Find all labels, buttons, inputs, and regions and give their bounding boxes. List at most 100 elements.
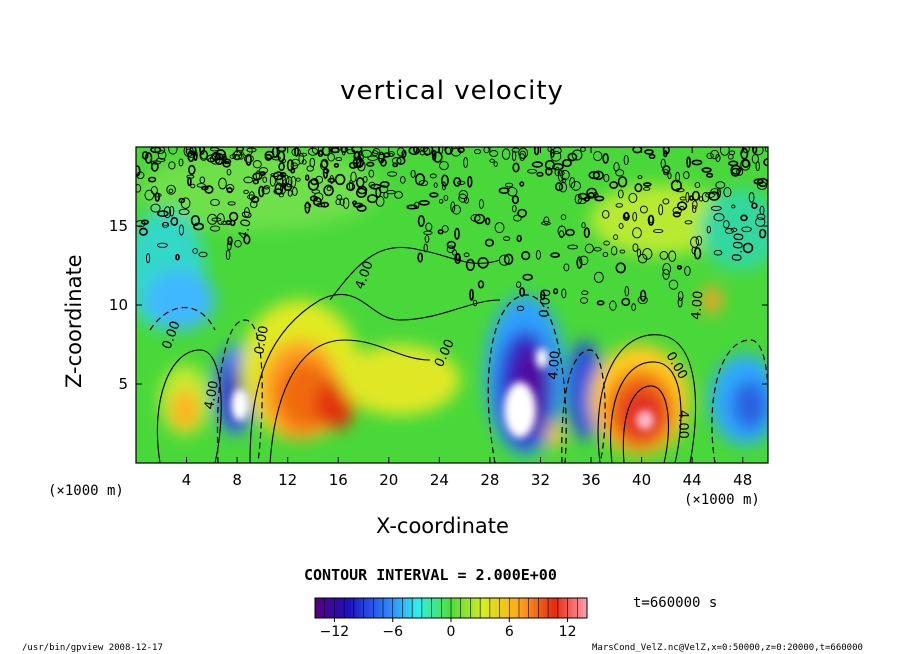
speckle-contour	[751, 202, 758, 209]
speckle-contour	[639, 289, 647, 302]
speckle-contour	[458, 193, 468, 203]
speckle-contour	[631, 303, 636, 311]
speckle-contour	[375, 186, 382, 198]
speckle-contour	[610, 246, 618, 256]
contour-speckle	[136, 147, 768, 312]
speckle-contour	[755, 217, 766, 227]
speckle-contour	[233, 153, 240, 160]
speckle-contour	[581, 222, 586, 229]
speckle-contour	[503, 253, 514, 265]
speckle-contour	[535, 249, 541, 260]
speckle-contour	[602, 251, 609, 258]
colorbar-tick-label-2: 0	[447, 624, 456, 640]
speckle-contour	[653, 228, 664, 234]
speckle-contour	[596, 300, 605, 306]
speckle-contour	[234, 239, 242, 248]
speckle-contour	[684, 220, 693, 225]
speckle-contour	[643, 186, 651, 191]
speckle-contour	[692, 205, 697, 214]
x-tick-label-8: 36	[581, 471, 600, 489]
speckle-contour	[154, 147, 166, 155]
speckle-contour	[321, 147, 331, 157]
speckle-contour	[531, 161, 544, 168]
speckle-contour	[348, 161, 358, 169]
speckle-contour	[588, 170, 601, 180]
x-tick-label-9: 40	[632, 471, 651, 489]
speckle-contour	[728, 160, 739, 167]
y-tick-label-2: 15	[109, 217, 128, 235]
speckle-contour	[493, 161, 498, 167]
speckle-contour	[592, 170, 605, 181]
speckle-contour	[291, 147, 301, 157]
speckle-contour	[140, 219, 149, 225]
speckle-contour	[313, 192, 324, 202]
speckle-contour	[565, 228, 575, 237]
speckle-contour	[252, 172, 263, 181]
speckle-contour	[688, 195, 694, 201]
speckle-contour	[624, 286, 630, 297]
speckle-contour	[290, 175, 297, 188]
speckle-contour	[483, 147, 490, 154]
speckle-contour	[679, 206, 685, 211]
speckle-contour	[312, 196, 322, 207]
speckle-contour	[684, 265, 691, 276]
speckle-contour	[662, 268, 670, 280]
speckle-contour	[262, 176, 268, 183]
speckle-contour	[178, 208, 190, 216]
speckle-contour	[307, 178, 320, 191]
speckle-contour	[577, 192, 589, 200]
speckle-contour	[713, 213, 725, 222]
speckle-contour	[401, 149, 407, 159]
speckle-contour	[335, 157, 343, 161]
speckle-contour	[642, 248, 653, 260]
speckle-contour	[469, 288, 474, 301]
speckle-contour	[309, 157, 316, 168]
speckle-contour	[368, 169, 375, 178]
contour-label-9: 4.00	[675, 410, 690, 439]
speckle-contour	[433, 182, 438, 188]
x-tick-label-3: 16	[329, 471, 348, 489]
contour-label-5: 4.00	[202, 380, 222, 411]
contour-interval: CONTOUR INTERVAL = 2.000E+00	[304, 566, 557, 584]
speckle-contour	[439, 161, 449, 171]
speckle-contour	[552, 162, 564, 171]
speckle-contour	[170, 216, 179, 226]
speckle-contour	[155, 157, 166, 163]
speckle-contour	[562, 158, 572, 168]
speckle-contour	[413, 147, 418, 154]
speckle-contour	[765, 147, 768, 153]
speckle-contour	[410, 169, 416, 178]
speckle-contour	[245, 153, 252, 166]
x-tick-label-6: 28	[480, 471, 499, 489]
speckle-contour	[225, 249, 231, 261]
speckle-contour	[225, 183, 235, 193]
colorbar-tick-label-1: −6	[382, 624, 403, 640]
speckle-contour	[617, 176, 628, 188]
speckle-contour	[366, 194, 378, 204]
speckle-contour	[387, 171, 398, 177]
speckle-contour	[593, 151, 603, 162]
speckle-contour	[715, 181, 726, 189]
speckle-contour	[741, 159, 750, 168]
x-tick-label-10: 44	[683, 471, 702, 489]
speckle-contour	[287, 189, 293, 197]
speckle-contour	[336, 194, 343, 200]
x-tick-label-4: 20	[379, 471, 398, 489]
speckle-contour	[727, 154, 734, 160]
y-axis-label: Z-coordinate	[62, 254, 86, 388]
footer-right: MarsCond_VelZ.nc@VelZ,x=0:50000,z=0:2000…	[592, 643, 863, 653]
x-unit-right: (×1000 m)	[684, 492, 760, 508]
speckle-contour	[694, 182, 701, 188]
speckle-contour	[162, 221, 169, 227]
speckle-contour	[440, 174, 449, 187]
contour-label-6: 0.00	[537, 288, 554, 318]
speckle-contour	[246, 147, 257, 153]
speckle-contour	[489, 158, 495, 163]
speckle-contour	[304, 174, 310, 181]
speckle-contour	[622, 212, 630, 221]
speckle-contour	[587, 191, 595, 199]
speckle-contour	[243, 234, 251, 245]
speckle-contour	[632, 227, 642, 239]
speckle-contour	[396, 156, 406, 165]
